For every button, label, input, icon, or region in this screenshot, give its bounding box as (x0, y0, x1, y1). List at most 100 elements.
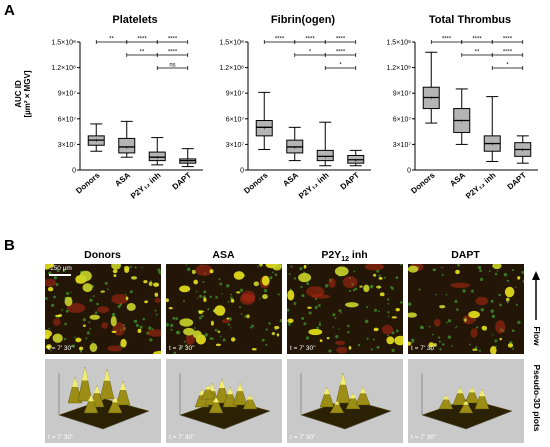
y-tick-label: 6×10⁷ (58, 116, 77, 123)
significance-label: ** (109, 37, 114, 43)
y-tick-label: 1.5×10⁸ (386, 40, 411, 47)
y-tick-label: 9×10⁷ (58, 91, 77, 98)
significance-label: * (506, 63, 509, 69)
x-tick-label: DAPT (506, 171, 529, 192)
chart-title-fibrinogen: Fibrin(ogen) (270, 14, 336, 26)
time-label: t = 7' 30'' (169, 345, 195, 352)
significance-label: **** (472, 37, 482, 43)
time-label: t = 7' 30'' (48, 345, 74, 352)
column-header-p2y12: P2Y12 inh (287, 249, 402, 263)
x-tick-label: P2Y₁₂ inh (129, 171, 163, 201)
significance-bracket: ** (461, 50, 493, 57)
box-mean-marker: + (94, 139, 98, 145)
significance-bracket: **** (430, 37, 463, 44)
y-tick-label: 1.2×10⁸ (219, 65, 244, 72)
box-1: + (118, 120, 136, 158)
pseudo-3d-plot-asa: t = 7' 30'' (166, 359, 282, 443)
box-0: + (422, 51, 440, 124)
column-header-donors: Donors (84, 249, 121, 261)
box-3: + (179, 148, 197, 168)
y-tick-label: 9×10⁷ (393, 91, 412, 98)
microscopy-image-donors: 150 µm t = 7' 30'' (45, 264, 161, 354)
microscopy-image-dapt: t = 7' 30'' (408, 264, 524, 354)
x-tick-label: P2Y₁₂ inh (297, 171, 331, 201)
x-tick-label: Donors (74, 170, 102, 195)
box-mean-marker: + (155, 156, 159, 162)
significance-label: **** (305, 37, 315, 43)
scale-bar-label: 150 µm (50, 265, 72, 272)
x-tick-label: Donors (242, 170, 270, 195)
y-tick-label: 6×10⁷ (393, 116, 412, 123)
box-0: + (87, 123, 105, 152)
time-label: t = 7' 30'' (290, 434, 316, 441)
microscopy-texture (408, 264, 524, 354)
significance-label: **** (275, 37, 285, 43)
box-iqr (316, 149, 334, 162)
pseudo-3d-surface (300, 372, 392, 430)
y-tick-label: 1.5×10⁸ (51, 40, 76, 47)
box-mean-marker: + (323, 155, 327, 161)
y-tick-label: 3×10⁷ (58, 142, 77, 149)
box-mean-marker: + (490, 142, 494, 148)
significance-label: **** (336, 37, 346, 43)
significance-bracket: * (491, 63, 524, 70)
chart-title-total-thrombus: Total Thrombus (428, 14, 512, 26)
y-tick-label: 0 (72, 168, 76, 175)
x-tick-label: DAPT (339, 171, 362, 192)
significance-label: * (339, 63, 342, 69)
significance-label: ** (140, 50, 145, 56)
x-tick-label: P2Y₁₂ inh (464, 171, 498, 201)
box-mean-marker: + (186, 159, 190, 165)
chart-platelets: 1.5×10⁸ 1.2×10⁸ 9×10⁷ 6×10⁷ 3×10⁷ 0 + Donors + AS… (51, 37, 203, 201)
flow-label: Flow (532, 326, 542, 346)
box-mean-marker: + (354, 158, 358, 164)
microscopy-texture (166, 264, 282, 354)
column-header-p2y12-main: P2Y (321, 249, 342, 261)
pseudo-3d-label: Pseudo-3D plots (532, 364, 542, 432)
significance-bracket: ** (126, 50, 158, 57)
pseudo-3d-surface (421, 373, 513, 430)
significance-bracket: **** (491, 37, 524, 44)
x-tick-label: DAPT (171, 171, 194, 192)
box-mean-marker: + (460, 119, 464, 125)
panel-a-letter: A (4, 2, 15, 19)
box-mean-marker: + (429, 96, 433, 102)
significance-bracket: **** (491, 50, 524, 57)
significance-label: **** (168, 37, 178, 43)
y-axis-label-line1: AUC ID (14, 80, 23, 108)
x-tick-label: ASA (281, 170, 300, 188)
significance-label: ns (169, 63, 175, 69)
time-label: t = 7' 30'' (48, 434, 74, 441)
chart-total-thrombus: 1.5×10⁸ 1.2×10⁸ 9×10⁷ 6×10⁷ 3×10⁷ 0 + Donors + AS… (386, 37, 538, 201)
panel-b-letter: B (4, 237, 15, 254)
time-label: t = 7' 30'' (411, 345, 437, 352)
time-label: t = 7' 30'' (169, 434, 195, 441)
pseudo-3d-plot-donors: t = 7' 30'' (45, 359, 161, 443)
box-1: + (286, 126, 304, 162)
significance-bracket: **** (126, 37, 158, 44)
significance-bracket: ns (156, 63, 189, 70)
x-tick-label: ASA (113, 170, 132, 188)
significance-bracket: **** (461, 37, 493, 44)
significance-label: **** (168, 50, 178, 56)
box-2: + (316, 121, 334, 167)
time-label: t = 7' 30'' (411, 434, 437, 441)
y-tick-label: 6×10⁷ (226, 116, 245, 123)
box-mean-marker: + (293, 145, 297, 151)
significance-bracket: **** (324, 50, 357, 57)
significance-bracket: **** (324, 37, 357, 44)
y-axis-label-line2: [µm² × MGV] (23, 70, 32, 118)
pseudo-3d-plot-dapt: t = 7' 30'' (408, 359, 524, 443)
scale-bar (49, 274, 71, 276)
box-mean-marker: + (521, 148, 525, 154)
y-tick-label: 1.2×10⁸ (386, 65, 411, 72)
significance-label: **** (336, 50, 346, 56)
pseudo-3d-surface (179, 373, 271, 430)
chart-title-platelets: Platelets (112, 14, 158, 26)
box-3: + (514, 135, 532, 164)
significance-label: ** (475, 50, 480, 56)
significance-label: **** (137, 37, 147, 43)
significance-bracket: **** (156, 37, 189, 44)
significance-bracket: **** (263, 37, 296, 44)
y-tick-label: 0 (407, 168, 411, 175)
